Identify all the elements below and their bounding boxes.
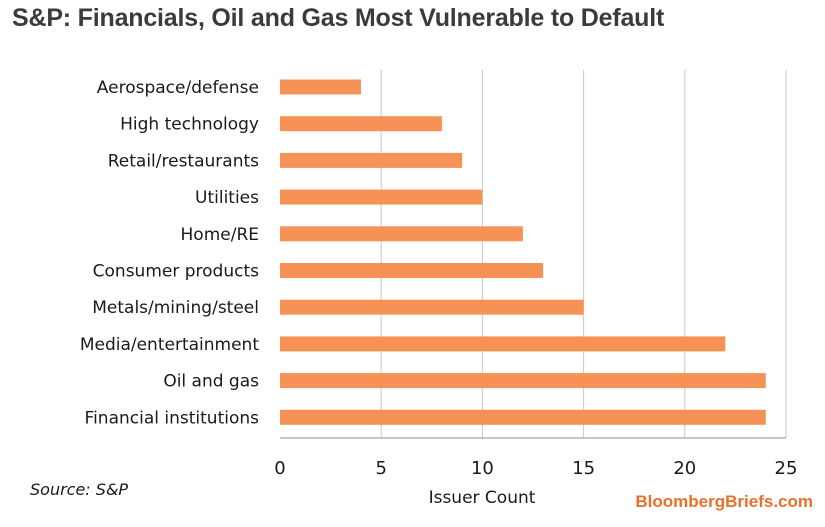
x-tick-label: 5: [375, 458, 386, 479]
bars: [280, 79, 766, 425]
category-label: Media/entertainment: [80, 335, 260, 355]
bar: [280, 116, 442, 132]
bar: [280, 373, 766, 389]
x-axis-label: Issuer Count: [429, 488, 536, 508]
bar: [280, 152, 463, 168]
x-tick-label: 15: [572, 458, 595, 479]
bar: [280, 336, 726, 352]
source-note: Source: S&P: [30, 480, 129, 499]
bar: [280, 263, 544, 278]
category-label: Home/RE: [181, 225, 259, 245]
category-labels: Aerospace/defense High technology Retail/r…: [80, 78, 260, 428]
bar: [280, 409, 766, 425]
category-label: Consumer products: [93, 262, 259, 282]
bar: [280, 189, 483, 205]
x-tick-label: 25: [775, 458, 798, 479]
x-tick-labels: 0 5 10 15 20 25: [274, 458, 797, 479]
bar: [280, 226, 523, 242]
category-label: Utilities: [195, 188, 259, 208]
bar: [280, 299, 584, 315]
chart-title: S&P: Financials, Oil and Gas Most Vulner…: [12, 4, 665, 32]
brand-credit: BloombergBriefs.com: [635, 492, 813, 511]
category-label: Retail/restaurants: [108, 151, 259, 171]
category-label: Oil and gas: [163, 372, 259, 392]
x-tick-label: 20: [673, 458, 696, 479]
category-label: Aerospace/defense: [97, 78, 259, 98]
category-label: Metals/mining/steel: [92, 298, 259, 318]
category-label: High technology: [120, 115, 259, 135]
category-label: Financial institutions: [85, 408, 260, 428]
bar: [280, 79, 361, 95]
x-tick-label: 0: [274, 458, 285, 479]
x-tick-label: 10: [471, 458, 494, 479]
